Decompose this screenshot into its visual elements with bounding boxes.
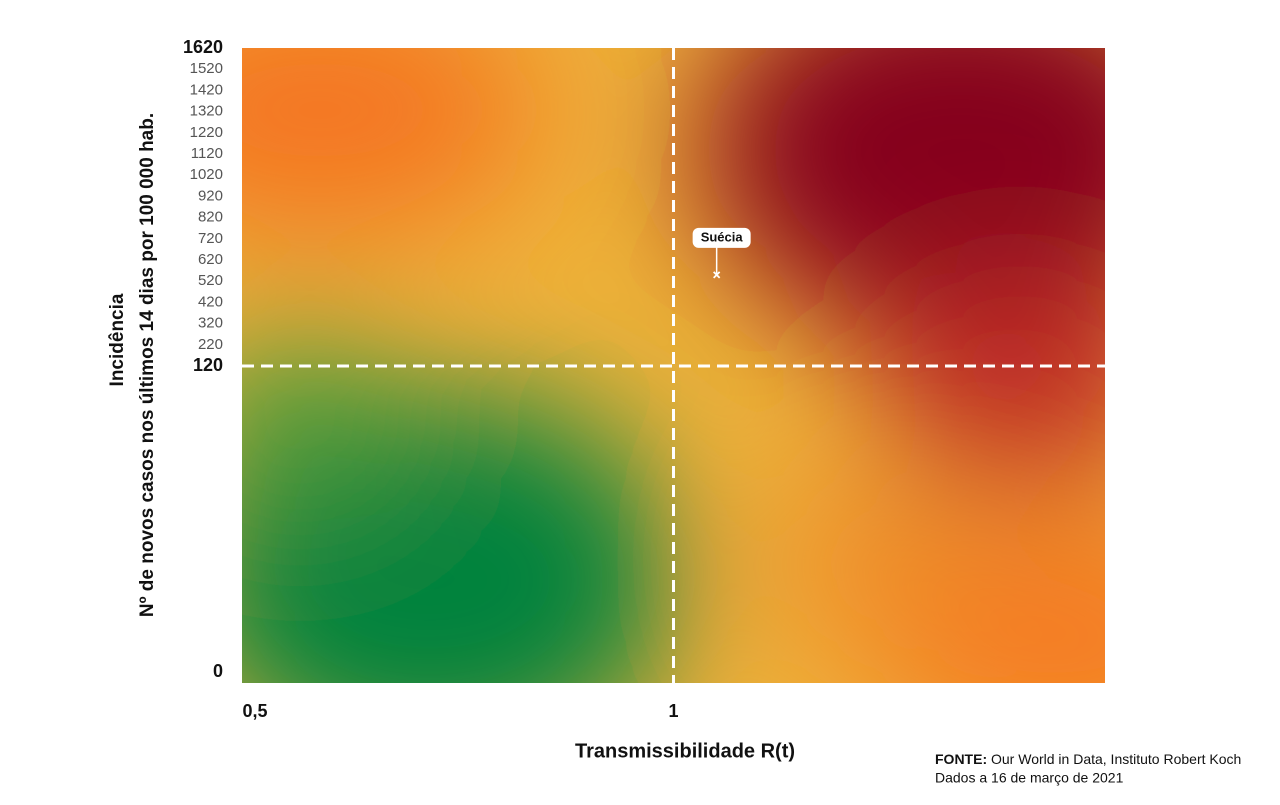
y-tick-label: 820 [198,209,223,226]
y-tick-label: 320 [198,315,223,332]
y-tick-label: 1320 [190,103,223,120]
source: FONTE: Our World in Data, Instituto Robe… [935,751,1241,767]
risk-background [242,48,1105,683]
y-tick-label: 1220 [190,124,223,141]
x-tick-label: 1 [668,701,678,721]
y-tick-label: 920 [198,187,223,204]
point-label: Suécia [701,229,744,244]
y-tick-label: 520 [198,272,223,289]
note: Dados a 16 de março de 2021 [935,770,1124,786]
x-axis-title: Transmissibilidade R(t) [575,740,795,762]
point-cross [713,271,721,279]
x-tick-label: 0,5 [242,701,267,721]
point-marker [713,271,721,279]
source-label: FONTE: [935,751,987,767]
y-tick-label: 0 [213,661,223,681]
y-tick-label: 220 [198,336,223,353]
y-axis-title: Nº de novos casos nos últimos 14 dias po… [137,113,158,617]
source-text: Our World in Data, Instituto Robert Koch [991,751,1241,767]
y-tick-label: 1520 [190,60,223,77]
y-tick-label: 420 [198,293,223,310]
y-tick-label: 120 [193,355,223,375]
y-tick-label: 720 [198,230,223,247]
y-tick-label: 1020 [190,166,223,183]
y-tick-label: 620 [198,251,223,268]
y-axis-title: Incidência [107,293,128,386]
y-tick-label: 1620 [183,37,223,57]
y-tick-label: 1420 [190,81,223,98]
y-tick-label: 1120 [191,145,223,162]
point-label-box [692,227,751,248]
